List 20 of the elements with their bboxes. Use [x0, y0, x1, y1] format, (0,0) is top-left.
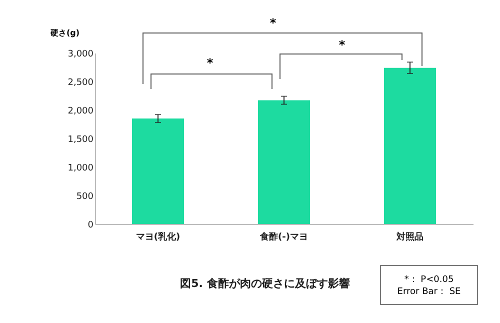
x-tick-label: 食酢(-)マヨ [259, 232, 308, 242]
y-axis-title: 硬さ(g) [50, 28, 80, 38]
text: *： P<0.05 [403, 274, 455, 286]
y-tick-label: 500 [76, 192, 94, 202]
annotation: * [206, 56, 214, 70]
y-tick-label: 1,500 [68, 135, 94, 145]
y-tick-label: 3,000 [68, 50, 94, 60]
y-tick-label: 0 [88, 220, 94, 230]
y-tick-label: 2,500 [68, 78, 94, 88]
x-tick-label: 対照品 [396, 232, 424, 242]
text: 図5. 食酢が肉の硬さに及ぼす影響 [179, 276, 351, 291]
y-tick-label: 2,000 [68, 106, 94, 116]
text: Error Bar： SE [396, 286, 462, 298]
bar [384, 68, 436, 224]
bar [132, 118, 184, 224]
bar [258, 100, 310, 224]
text: * [270, 16, 276, 30]
text: * [338, 38, 346, 52]
y-tick-label: 1,000 [68, 164, 94, 174]
x-tick-label: マヨ(乳化) [136, 232, 180, 242]
